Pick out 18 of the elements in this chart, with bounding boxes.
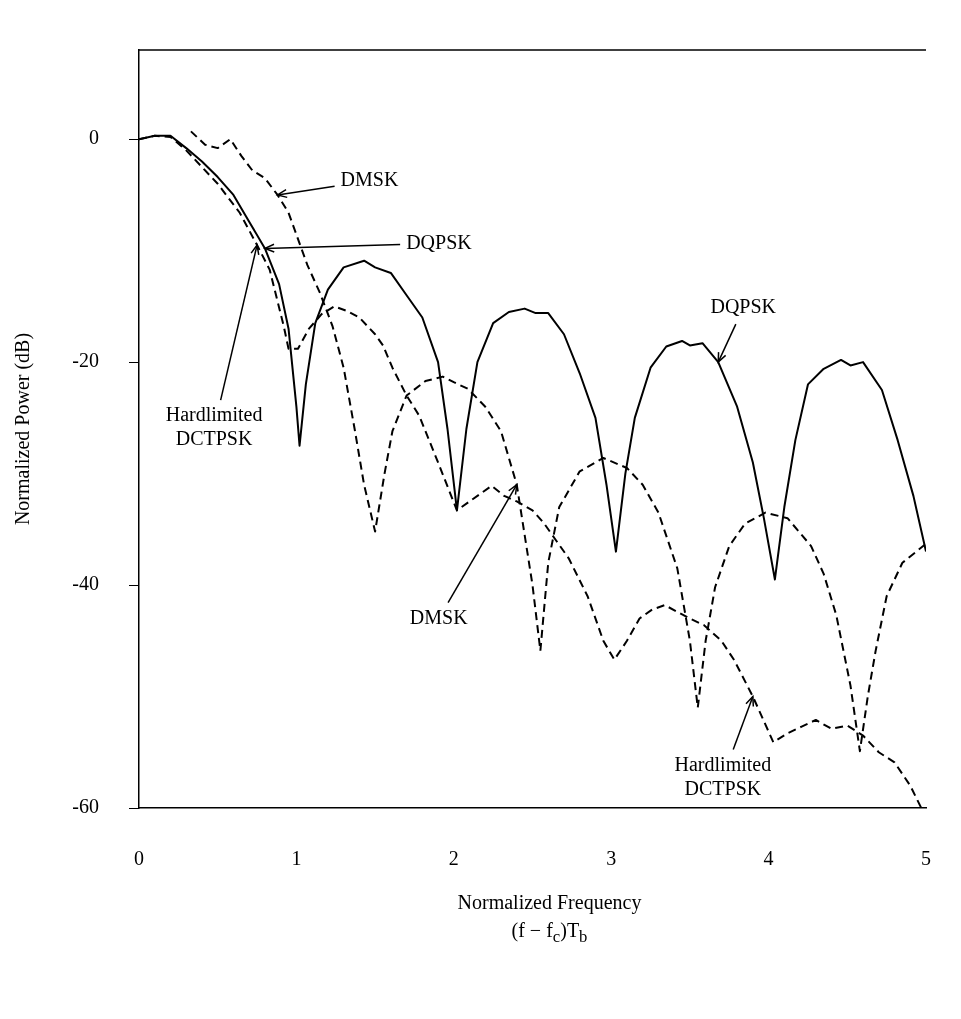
x-tick-label: 1	[291, 847, 302, 870]
y-tick-label: 0	[89, 126, 99, 149]
x-tick-label: 2	[448, 847, 459, 870]
y-tick-label: -20	[72, 349, 99, 372]
annotation: Hardlimited DCTPSK	[165, 403, 263, 450]
y-axis-title: Normalized Power (dB)	[11, 332, 35, 526]
annotation: DQPSK	[406, 230, 473, 253]
annotation: Hardlimited DCTPSK	[674, 752, 772, 799]
annotation: DMSK	[409, 605, 469, 628]
annotation: DQPSK	[710, 295, 777, 318]
x-axis-title: Normalized Frequency (f − f$_{c}$)T$_{b}$	[456, 890, 643, 948]
x-tick-label: 0	[134, 847, 144, 870]
y-tick-label: -40	[72, 572, 99, 595]
x-tick-label: 4	[763, 847, 774, 870]
x-tick-label: 3	[606, 847, 617, 870]
x-tick-label: 5	[921, 847, 931, 870]
y-tick-label: -60	[72, 795, 99, 818]
annotation: DMSK	[340, 168, 399, 191]
